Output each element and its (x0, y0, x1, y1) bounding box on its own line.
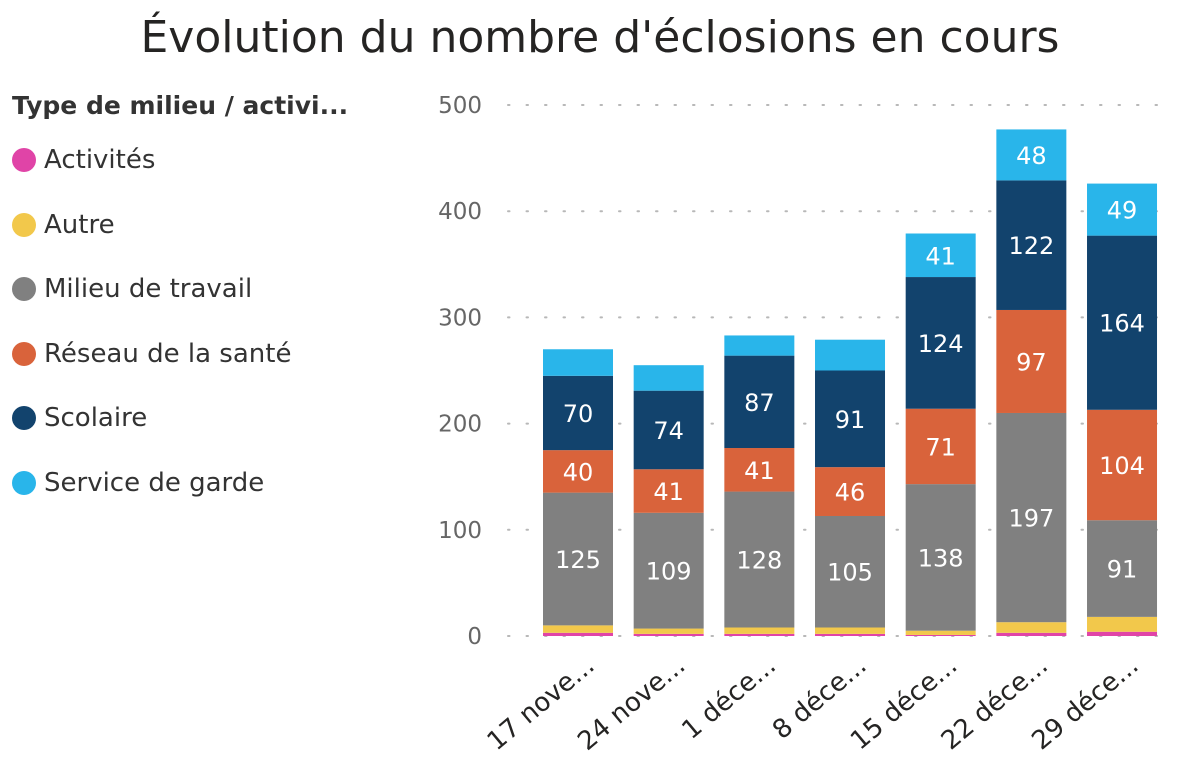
bar-segment (1087, 409, 1158, 521)
y-tick-label: 100 (438, 518, 482, 544)
bar-segment (905, 277, 976, 409)
data-label: 41 (653, 478, 684, 506)
bar-segment (996, 309, 1067, 413)
legend-marker (12, 406, 36, 430)
bar-segment (996, 632, 1067, 636)
bar-segment (1087, 616, 1158, 632)
data-label: 104 (1099, 452, 1145, 480)
data-label: 105 (827, 559, 873, 587)
bar-segment (815, 370, 886, 468)
bar-segment (815, 339, 886, 371)
data-label: 87 (744, 389, 775, 417)
data-label: 41 (925, 242, 956, 270)
y-tick-label: 0 (467, 624, 482, 650)
bar-segment (724, 355, 795, 449)
data-label: 164 (1099, 310, 1145, 338)
bar-segment (1087, 520, 1158, 617)
data-label: 71 (925, 433, 956, 461)
legend: Type de milieu / activi... Activités Autr… (12, 84, 412, 498)
y-tick-label: 500 (438, 93, 482, 119)
data-label: 124 (918, 330, 964, 358)
data-label: 128 (736, 547, 782, 575)
bar-segment (1087, 631, 1158, 636)
bar-segment (543, 492, 613, 626)
bar-segment (815, 515, 886, 628)
data-label: 48 (1016, 142, 1047, 170)
bar-segment (996, 622, 1067, 633)
bar-segment (543, 632, 613, 636)
data-label: 125 (555, 546, 601, 574)
y-tick-label: 300 (438, 305, 482, 331)
bar-segment (996, 129, 1067, 181)
data-label: 40 (563, 458, 594, 486)
data-label: 41 (744, 457, 775, 485)
bar-segment (815, 627, 886, 634)
legend-label: Service de garde (44, 467, 265, 498)
data-label: 74 (653, 417, 684, 445)
legend-item[interactable]: Réseau de la santé (12, 334, 291, 374)
data-label: 138 (918, 544, 964, 572)
bar-segment (905, 408, 976, 485)
legend-item[interactable]: Milieu de travail (12, 269, 252, 309)
legend-item[interactable]: Service de garde (12, 463, 264, 503)
bar-segment (724, 633, 795, 636)
legend-marker (12, 470, 36, 495)
bar-segment (543, 625, 613, 633)
bar-segment (633, 469, 704, 513)
bar-segment (905, 233, 976, 278)
bar-segment (633, 628, 704, 634)
bar-segment (996, 412, 1067, 623)
bar-segment (724, 627, 795, 634)
legend-label: Scolaire (44, 403, 148, 433)
legend-title: Type de milieu / activi... (12, 91, 349, 120)
data-label: 91 (1107, 556, 1138, 584)
bar-segment (724, 448, 795, 492)
legend-item[interactable]: Activités (12, 140, 155, 180)
legend-item[interactable]: Autre (12, 205, 115, 245)
bar-segment (815, 467, 886, 516)
bar-segment (905, 630, 976, 635)
legend-marker (12, 212, 36, 237)
legend-label: Réseau de la santé (44, 338, 292, 369)
data-label: 197 (1008, 505, 1054, 533)
data-label: 109 (646, 558, 692, 586)
data-label: 46 (835, 479, 866, 507)
bar-segment (633, 512, 704, 629)
bar-segment (905, 484, 976, 631)
y-tick-label: 200 (438, 412, 482, 438)
bar-segment (633, 633, 704, 636)
bar-segment (905, 634, 976, 636)
bar-segment (543, 375, 613, 451)
data-label: 49 (1107, 197, 1138, 225)
bar-segment (996, 180, 1067, 310)
bar-segment (815, 633, 886, 636)
chart-title: Évolution du nombre d'éclosions en cours (140, 12, 1060, 63)
data-label: 122 (1008, 232, 1054, 260)
bar-segment (724, 491, 795, 628)
y-tick-label: 400 (438, 199, 482, 225)
x-tick-label: 1 déce... (676, 650, 781, 745)
bar-segment (633, 365, 704, 391)
bar-segment (633, 390, 704, 470)
data-label: 70 (563, 400, 594, 428)
bar-segment (543, 450, 613, 493)
legend-label: Autre (44, 209, 115, 240)
legend-item[interactable]: Scolaire (12, 398, 147, 438)
legend-marker (12, 148, 36, 172)
bar-segment (1087, 183, 1158, 236)
legend-marker (12, 341, 36, 366)
bar-segment (1087, 235, 1158, 410)
legend-label: Activités (44, 145, 156, 175)
bar-segment (543, 349, 613, 376)
bar-segment (724, 335, 795, 356)
legend-label: Milieu de travail (44, 274, 253, 304)
data-label: 91 (835, 406, 866, 434)
legend-marker (12, 277, 36, 301)
data-label: 97 (1016, 348, 1047, 376)
